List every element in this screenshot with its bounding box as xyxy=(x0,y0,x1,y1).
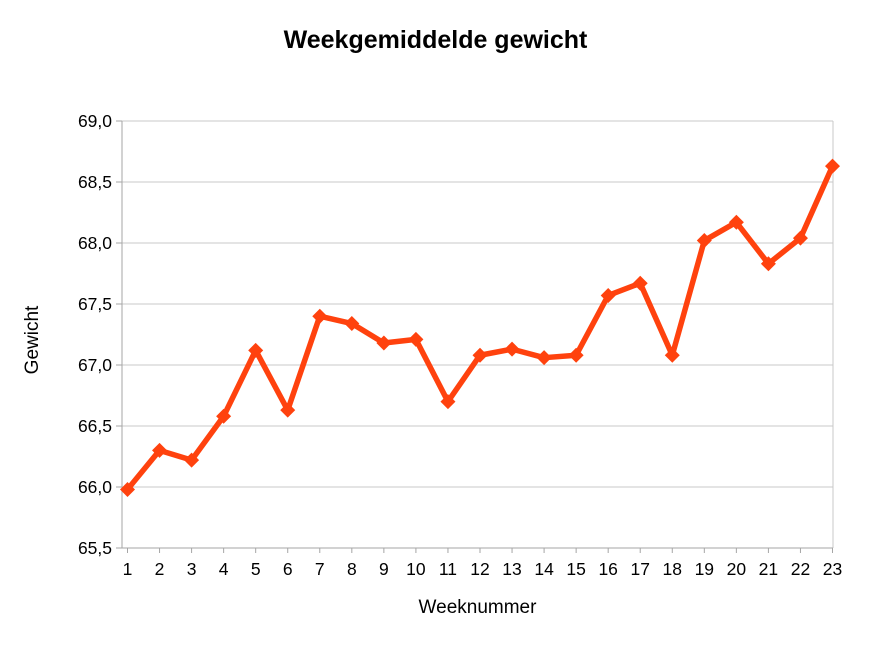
data-point-marker xyxy=(825,158,840,174)
y-tick-label: 66,0 xyxy=(78,477,112,497)
x-tick-label: 15 xyxy=(566,559,585,579)
data-point-marker xyxy=(440,394,456,410)
data-point-marker xyxy=(280,402,296,418)
y-tick-label: 65,5 xyxy=(78,538,112,558)
x-tick-label: 8 xyxy=(347,559,357,579)
y-tick-label: 66,5 xyxy=(78,416,112,436)
data-point-marker xyxy=(792,230,808,246)
x-tick-label: 14 xyxy=(534,559,554,579)
data-point-marker xyxy=(632,275,648,291)
data-point-marker xyxy=(728,214,744,230)
data-point-marker xyxy=(664,347,680,363)
x-tick-label: 19 xyxy=(695,559,714,579)
x-tick-label: 21 xyxy=(759,559,778,579)
x-tick-label: 18 xyxy=(663,559,682,579)
y-tick-label: 67,5 xyxy=(78,294,112,314)
x-tick-label: 1 xyxy=(123,559,133,579)
y-tick-label: 69,0 xyxy=(78,111,112,131)
data-point-marker xyxy=(184,452,200,468)
data-point-marker xyxy=(408,331,424,347)
x-axis-title: Weeknummer xyxy=(418,597,537,618)
x-tick-label: 11 xyxy=(439,559,457,579)
data-point-marker xyxy=(216,408,232,424)
x-tick-label: 2 xyxy=(155,559,165,579)
x-tick-label: 6 xyxy=(283,559,293,579)
x-tick-label: 9 xyxy=(379,559,389,579)
x-tick-label: 7 xyxy=(315,559,325,579)
x-tick-label: 10 xyxy=(406,559,426,579)
x-tick-label: 4 xyxy=(219,559,229,579)
x-tick-label: 12 xyxy=(470,559,489,579)
data-point-marker xyxy=(376,335,392,351)
data-point-marker xyxy=(760,256,776,272)
chart-title: Weekgemiddelde gewicht xyxy=(283,26,588,54)
data-point-marker xyxy=(504,341,520,357)
x-tick-label: 22 xyxy=(791,559,810,579)
x-tick-label: 16 xyxy=(598,559,617,579)
x-tick-label: 17 xyxy=(630,559,649,579)
y-tick-label: 68,5 xyxy=(78,172,112,192)
x-tick-label: 23 xyxy=(823,559,842,579)
data-point-marker xyxy=(472,347,488,363)
data-point-marker xyxy=(152,442,168,458)
data-point-marker xyxy=(344,316,360,332)
y-tick-label: 68,0 xyxy=(78,233,112,253)
x-tick-label: 5 xyxy=(251,559,261,579)
data-point-marker xyxy=(248,342,264,358)
data-point-marker xyxy=(568,347,584,363)
x-tick-label: 13 xyxy=(502,559,521,579)
x-tick-label: 20 xyxy=(727,559,747,579)
data-point-marker xyxy=(120,481,135,497)
data-point-marker xyxy=(536,350,552,366)
data-point-marker xyxy=(696,233,712,249)
y-tick-label: 67,0 xyxy=(78,355,112,375)
series-line xyxy=(124,163,836,493)
x-tick-label: 3 xyxy=(187,559,197,579)
data-point-marker xyxy=(600,287,616,303)
data-point-marker xyxy=(312,308,328,324)
